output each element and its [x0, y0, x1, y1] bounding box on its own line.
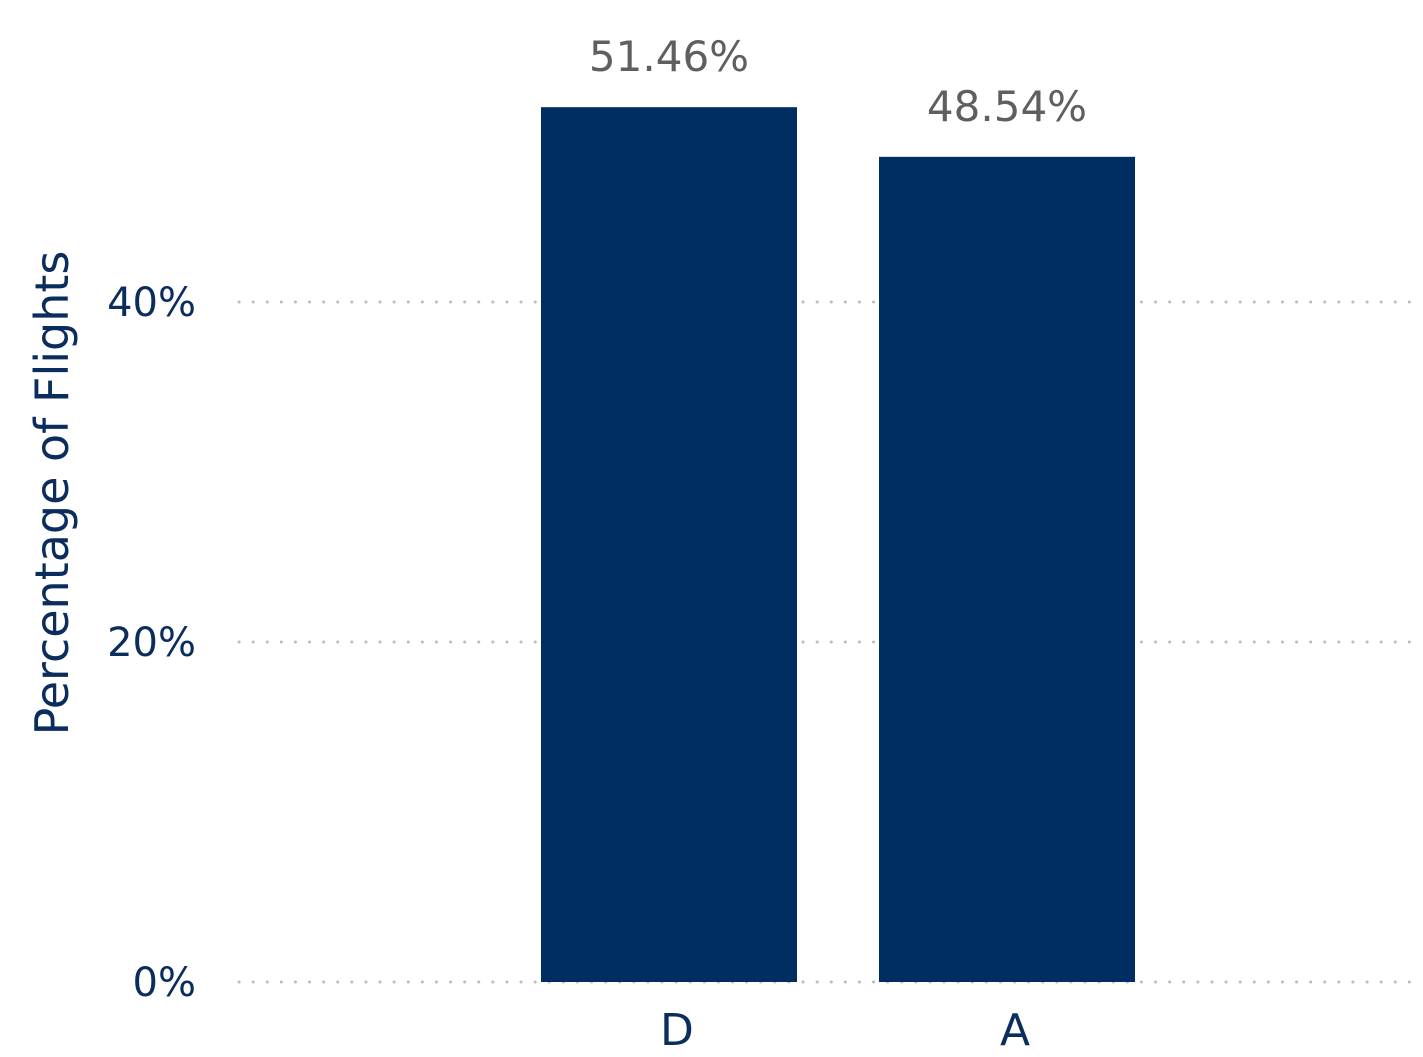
- bar-D: [541, 107, 797, 983]
- data-labels: 51.46% 48.54%: [589, 32, 1087, 131]
- y-tick-label: 40%: [107, 280, 196, 326]
- y-axis-title: Percentage of Flights: [25, 251, 79, 736]
- data-label-D: 51.46%: [589, 32, 749, 81]
- x-category-label-D: D: [660, 1005, 694, 1056]
- data-label-A: 48.54%: [927, 82, 1087, 131]
- x-category-label-A: A: [1000, 1005, 1030, 1056]
- bars: [541, 107, 1135, 983]
- bar-A: [879, 156, 1135, 982]
- gridlines: [237, 300, 1423, 984]
- y-tick-label: 0%: [133, 960, 196, 1006]
- y-tick-label: 20%: [107, 620, 196, 666]
- y-axis-ticks: 0% 20% 40%: [107, 280, 196, 1006]
